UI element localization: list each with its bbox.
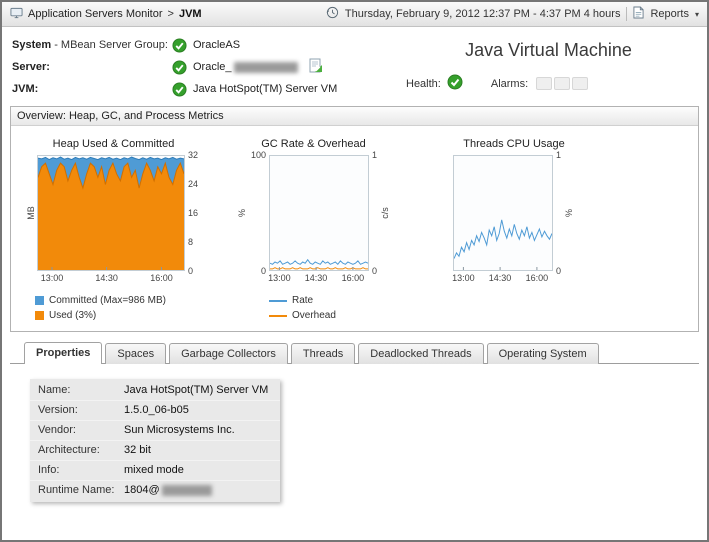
x-tick-label: 16:00 xyxy=(341,273,365,283)
title-block: Java Virtual Machine Health: Alarms: xyxy=(400,34,697,100)
status-ok-icon xyxy=(172,59,187,75)
alarm-strip xyxy=(536,77,589,90)
breadcrumb-current: JVM xyxy=(178,8,202,20)
detail-tabs-section: Properties Spaces Garbage Collectors Thr… xyxy=(2,341,707,502)
chart-threads-cpu: Threads CPU Usage 13:00 14:30 16:00 1 0 … xyxy=(452,138,575,323)
overview-panel-title: Overview: Heap, GC, and Process Metrics xyxy=(11,107,698,126)
table-row: Architecture: 32 bit xyxy=(30,441,281,461)
page-header: System - MBean Server Group: OracleAS Se… xyxy=(2,27,707,104)
report-icon xyxy=(633,6,644,22)
server-label: Server: xyxy=(12,61,50,73)
y-axis-unit: c/s xyxy=(380,207,390,219)
redacted-text xyxy=(161,484,212,496)
context-rows: System - MBean Server Group: OracleAS Se… xyxy=(12,34,400,100)
x-tick-label: 16:00 xyxy=(525,273,549,283)
jvm-value: Java HotSpot(TM) Server VM xyxy=(193,83,338,95)
explore-icon[interactable] xyxy=(308,58,324,77)
breadcrumb-bar: Application Servers Monitor > JVM Thursd… xyxy=(2,2,707,27)
jvm-row: JVM: Java HotSpot(TM) Server VM xyxy=(12,78,400,100)
tab-properties[interactable]: Properties xyxy=(24,342,103,364)
tab-deadlocked-threads[interactable]: Deadlocked Threads xyxy=(358,343,484,364)
table-row: Vendor: Sun Microsystems Inc. xyxy=(30,421,281,441)
status-ok-icon xyxy=(172,37,187,53)
y-axis-unit: % xyxy=(237,208,247,218)
breadcrumb-parent-link[interactable]: Application Servers Monitor xyxy=(28,8,163,20)
y-axis-ticks: 32 24 16 8 0 xyxy=(188,150,199,276)
legend-item: Rate xyxy=(269,293,391,308)
alarms-label: Alarms: xyxy=(490,77,529,90)
y-axis-ticks: 1 0 xyxy=(556,150,562,276)
status-ok-icon xyxy=(172,81,187,97)
legend-item: Used (3%) xyxy=(35,308,202,323)
charts-row: Heap Used & Committed MB 13:00 14:30 16:… xyxy=(11,126,698,331)
page-title: Java Virtual Machine xyxy=(465,40,632,60)
table-row: Info: mixed mode xyxy=(30,461,281,481)
tab-spaces[interactable]: Spaces xyxy=(105,343,167,364)
table-row: Runtime Name: 1804@ xyxy=(30,481,280,500)
chart-gc-rate-overhead: GC Rate & Overhead % 100 0 13:00 14:30 1… xyxy=(236,138,391,323)
system-row: System - MBean Server Group: OracleAS xyxy=(12,34,400,56)
jvm-label: JVM: xyxy=(12,83,39,95)
health-ok-icon xyxy=(447,74,463,93)
legend-swatch xyxy=(35,296,44,305)
chart-legend: Rate Overhead xyxy=(269,293,391,323)
threads-chart-plot[interactable]: 13:00 14:30 16:00 xyxy=(452,155,553,283)
x-tick-label: 13:00 xyxy=(40,273,64,283)
x-tick-label: 14:30 xyxy=(95,273,118,283)
legend-swatch xyxy=(269,314,287,317)
time-range-text[interactable]: Thursday, February 9, 2012 12:37 PM - 4:… xyxy=(344,8,621,20)
chart-title: Heap Used & Committed xyxy=(52,138,175,150)
tab-garbage-collectors[interactable]: Garbage Collectors xyxy=(169,343,288,364)
y-axis-unit: % xyxy=(564,208,574,218)
time-range-icon xyxy=(326,6,339,22)
chart-title: Threads CPU Usage xyxy=(463,138,565,150)
alarm-count-box[interactable] xyxy=(572,77,589,90)
topbar-controls: Thursday, February 9, 2012 12:37 PM - 4:… xyxy=(326,6,699,22)
x-tick-label: 13:00 xyxy=(452,273,475,283)
reports-button[interactable]: Reports xyxy=(650,8,689,20)
redacted-text xyxy=(233,61,298,73)
tab-threads[interactable]: Threads xyxy=(290,343,356,364)
x-tick-label: 14:30 xyxy=(304,273,328,283)
chart-legend: Committed (Max=986 MB) Used (3%) xyxy=(35,293,202,323)
overview-panel: Overview: Heap, GC, and Process Metrics … xyxy=(10,106,699,332)
properties-tab-content: Name: Java HotSpot(TM) Server VM Version… xyxy=(10,364,699,502)
system-label: System - MBean Server Group: xyxy=(12,39,168,51)
x-tick-label: 14:30 xyxy=(488,273,512,283)
system-value[interactable]: OracleAS xyxy=(193,39,241,51)
health-row: Health: Alarms: xyxy=(406,74,697,93)
server-value[interactable]: Oracle_ xyxy=(193,61,298,73)
legend-swatch xyxy=(35,311,44,320)
heap-chart-plot[interactable]: 13:00 14:30 16:00 xyxy=(37,155,185,283)
gc-chart-plot[interactable]: 13:00 14:30 16:00 xyxy=(268,155,369,283)
y-axis-ticks: 100 0 xyxy=(250,150,266,276)
legend-swatch xyxy=(269,299,287,302)
x-tick-label: 13:00 xyxy=(268,273,291,283)
monitor-icon xyxy=(10,7,23,22)
x-tick-label: 16:00 xyxy=(150,273,173,283)
alarm-count-box[interactable] xyxy=(554,77,571,90)
tab-bar: Properties Spaces Garbage Collectors Thr… xyxy=(10,341,699,364)
legend-item: Overhead xyxy=(269,308,391,323)
health-label: Health: xyxy=(406,77,441,90)
chart-heap-used-committed: Heap Used & Committed MB 13:00 14:30 16:… xyxy=(25,138,202,323)
y-axis-ticks: 1 0 xyxy=(372,150,378,276)
tab-operating-system[interactable]: Operating System xyxy=(486,343,599,364)
divider xyxy=(626,7,628,21)
server-row: Server: Oracle_ xyxy=(12,56,400,78)
properties-table: Name: Java HotSpot(TM) Server VM Version… xyxy=(30,379,281,502)
alarm-count-box[interactable] xyxy=(536,77,553,90)
breadcrumb-separator: > xyxy=(167,8,174,20)
y-axis-unit: MB xyxy=(26,206,36,220)
table-row: Version: 1.5.0_06-b05 xyxy=(30,401,281,421)
legend-item: Committed (Max=986 MB) xyxy=(35,293,202,308)
chart-title: GC Rate & Overhead xyxy=(261,138,366,150)
breadcrumb: Application Servers Monitor > JVM xyxy=(10,7,202,22)
table-row: Name: Java HotSpot(TM) Server VM xyxy=(30,381,281,401)
chevron-down-icon[interactable]: ▾ xyxy=(694,9,699,19)
